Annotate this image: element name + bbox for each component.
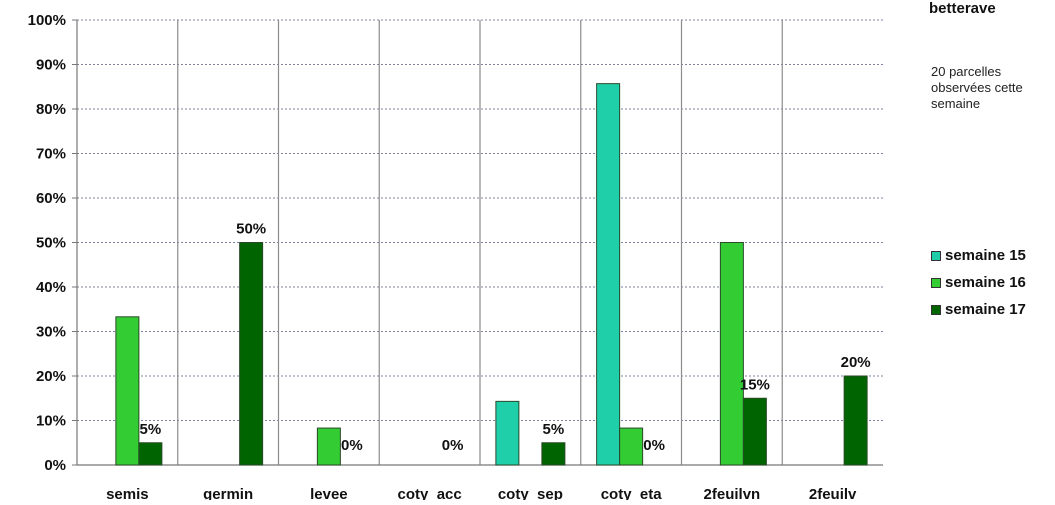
y-tick-label: 40% bbox=[36, 279, 66, 296]
legend-swatch bbox=[931, 277, 941, 288]
x-tick-label: coty_eta bbox=[601, 486, 663, 500]
y-tick-label: 90% bbox=[36, 57, 66, 74]
data-label: 50% bbox=[236, 221, 266, 238]
x-tick-label: 2feuilv bbox=[809, 486, 857, 500]
y-tick-label: 80% bbox=[36, 101, 66, 118]
legend-item-semaine-16: semaine 16 bbox=[931, 269, 1026, 296]
x-tick-label: coty_sep bbox=[498, 486, 563, 500]
data-label: 15% bbox=[740, 376, 770, 393]
y-tick-label: 60% bbox=[36, 190, 66, 207]
data-label: 5% bbox=[140, 421, 162, 438]
x-tick-label: coty_acc bbox=[398, 486, 462, 500]
bar bbox=[115, 316, 140, 466]
legend-label: semaine 17 bbox=[945, 301, 1026, 318]
y-tick-label: 70% bbox=[36, 146, 66, 163]
x-tick-label: 2feuilvn bbox=[704, 486, 761, 500]
observation-note: 20 parcelles observées cette semaine bbox=[931, 64, 1023, 111]
bar bbox=[138, 442, 163, 466]
data-label: 5% bbox=[543, 421, 565, 438]
y-tick-label: 20% bbox=[36, 368, 66, 385]
y-tick-label: 100% bbox=[28, 12, 66, 29]
y-tick-label: 0% bbox=[44, 457, 66, 474]
x-tick-label: germin bbox=[203, 486, 253, 500]
bar bbox=[619, 427, 644, 466]
x-tick-label: semis bbox=[106, 486, 149, 500]
y-tick-label: 30% bbox=[36, 324, 66, 341]
data-label: 20% bbox=[841, 354, 871, 371]
legend-item-semaine-17: semaine 17 bbox=[931, 296, 1026, 323]
legend-swatch bbox=[931, 304, 941, 315]
bar bbox=[239, 242, 264, 466]
bar bbox=[495, 400, 520, 466]
bar bbox=[541, 442, 566, 466]
bar bbox=[596, 83, 621, 466]
legend-label: semaine 16 bbox=[945, 274, 1026, 291]
y-tick-label: 10% bbox=[36, 413, 66, 430]
legend: semaine 15 semaine 16 semaine 17 bbox=[931, 242, 1026, 323]
chart-title: betterave bbox=[929, 0, 996, 17]
x-tick-label: levee bbox=[310, 486, 348, 500]
legend-swatch bbox=[931, 250, 941, 261]
legend-item-semaine-15: semaine 15 bbox=[931, 242, 1026, 269]
bar bbox=[742, 397, 767, 466]
bar bbox=[719, 242, 744, 466]
legend-label: semaine 15 bbox=[945, 247, 1026, 264]
data-label: 0% bbox=[341, 437, 363, 454]
bar bbox=[843, 375, 868, 466]
data-label: 0% bbox=[643, 437, 665, 454]
data-label: 0% bbox=[442, 437, 464, 454]
y-tick-label: 50% bbox=[36, 235, 66, 252]
bar bbox=[316, 427, 341, 466]
